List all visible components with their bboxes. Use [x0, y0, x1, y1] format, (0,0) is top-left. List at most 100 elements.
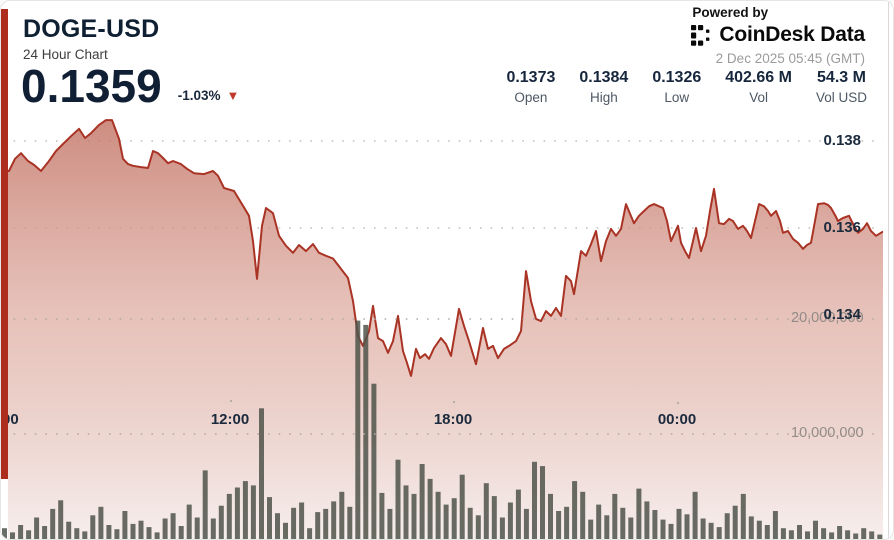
volume-bar — [435, 491, 441, 539]
chart-subtitle: 24 Hour Chart — [23, 47, 108, 62]
volume-bar — [620, 507, 626, 539]
volume-bar — [355, 320, 361, 539]
volume-bar — [114, 529, 120, 539]
volume-bar — [676, 508, 682, 539]
volume-bar — [50, 508, 56, 539]
volume-bar — [491, 496, 497, 539]
volume-bar — [837, 526, 843, 539]
volume-bar — [66, 521, 72, 539]
stat-label: Vol USD — [815, 90, 867, 105]
stat-value: 54.3 M — [817, 69, 866, 86]
volume-bar — [652, 510, 658, 539]
volume-bar — [861, 528, 867, 539]
volume-bar — [178, 526, 184, 539]
left-accent-bar — [1, 9, 8, 479]
volume-bar — [122, 511, 128, 539]
volume-bar — [339, 491, 345, 539]
volume-bar — [845, 530, 851, 539]
stat-value: 0.1373 — [506, 69, 556, 86]
volume-bar — [226, 493, 232, 539]
stat-label: Low — [664, 90, 690, 105]
chart-header: DOGE-USD 24 Hour Chart — [23, 15, 159, 62]
volume-bar — [853, 533, 859, 539]
volume-bar — [202, 470, 208, 539]
volume-bar — [419, 464, 425, 539]
brand-name: CoinDesk Data — [719, 23, 865, 46]
stat-open: 0.1373 Open — [506, 69, 555, 105]
volume-bar — [259, 408, 264, 539]
price-change: -1.03% ▼ — [178, 88, 240, 103]
volume-bar — [395, 459, 401, 539]
volume-bar — [443, 504, 449, 539]
volume-bar — [387, 508, 393, 539]
timestamp: 2 Dec 2025 05:45 (GMT) — [715, 51, 865, 66]
volume-bar — [299, 502, 305, 539]
volume-bar — [283, 522, 288, 539]
volume-bar — [748, 516, 754, 539]
brand-block: Powered by CoinDesk Data 2 Dec 2025 05:4… — [691, 5, 865, 66]
volume-bar — [379, 492, 385, 539]
volume-bar — [451, 498, 457, 539]
volume-bar — [580, 491, 586, 539]
volume-bar — [234, 487, 240, 539]
volume-bar — [700, 518, 706, 539]
volume-bar — [740, 493, 746, 539]
volume-bar — [427, 478, 433, 539]
price-change-value: -1.03% — [177, 88, 221, 103]
volume-bar — [604, 515, 610, 539]
volume-bar — [708, 522, 714, 539]
price-row: 0.1359 -1.03% ▼ — [21, 63, 239, 109]
volume-bar — [636, 488, 642, 539]
stat-label: High — [589, 90, 618, 105]
volume-bar — [98, 506, 104, 539]
stat-low: 0.1326 Low — [652, 69, 701, 105]
volume-bar — [267, 497, 272, 539]
coindesk-logo-icon — [691, 24, 710, 46]
volume-bar — [242, 481, 248, 539]
volume-bar — [572, 481, 578, 539]
volume-bar — [732, 505, 738, 539]
volume-bar — [515, 489, 521, 539]
coindesk-brand-link[interactable]: CoinDesk Data — [691, 23, 865, 47]
volume-bar — [34, 517, 40, 539]
volume-bar — [548, 493, 553, 539]
volume-bar — [42, 526, 48, 539]
volume-bar — [323, 508, 329, 539]
stat-label: Vol — [749, 90, 768, 105]
volume-bar — [18, 525, 24, 539]
volume-bar — [250, 485, 256, 539]
volume-bar — [668, 523, 674, 539]
volume-bar — [540, 466, 545, 539]
volume-bar — [780, 528, 786, 539]
volume-bar — [26, 530, 32, 539]
volume-bar — [146, 527, 152, 539]
volume-bar — [347, 506, 353, 539]
volume-bar — [154, 532, 160, 539]
volume-bar — [556, 511, 562, 539]
ohlc-stats-row: 0.1373 Open 0.1384 High 0.1326 Low 402.66 M Vol… — [506, 69, 867, 105]
volume-bar — [644, 501, 650, 539]
volume-bar — [596, 504, 602, 539]
volume-bar — [2, 528, 7, 539]
volume-bar — [523, 508, 529, 539]
volume-bar — [475, 515, 481, 539]
volume-bar — [90, 515, 96, 539]
volume-bar — [684, 514, 690, 539]
current-price: 0.1359 — [21, 60, 162, 112]
volume-bar — [628, 517, 634, 539]
volume-bar — [403, 485, 409, 539]
volume-bar — [106, 525, 112, 539]
volume-bar — [275, 513, 280, 539]
volume-bar — [869, 531, 875, 539]
volume-bar — [130, 523, 136, 539]
volume-bar — [772, 511, 778, 539]
volume-bar — [588, 519, 594, 539]
volume-bar — [692, 491, 698, 539]
volume-bar — [660, 519, 666, 539]
volume-bar — [186, 504, 192, 539]
volume-bar — [499, 517, 505, 539]
volume-bar — [170, 513, 176, 539]
volume-bar — [805, 531, 810, 539]
